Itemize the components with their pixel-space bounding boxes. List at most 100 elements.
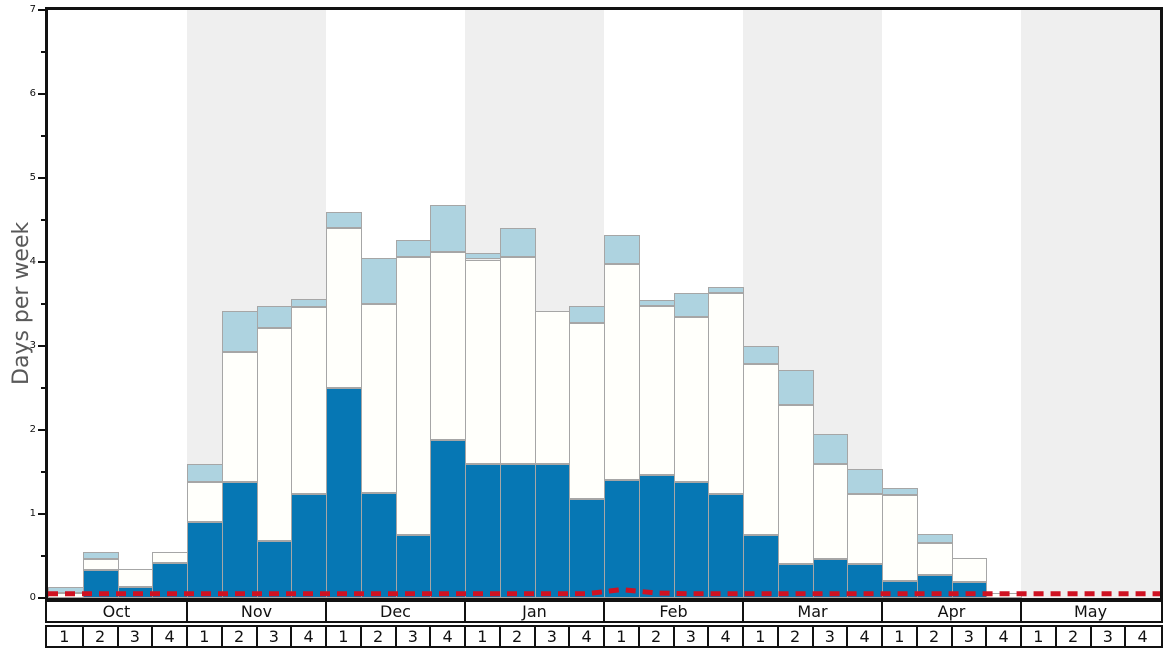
- week-label-mar-4: 4: [846, 627, 881, 646]
- week-label-nov-4: 4: [290, 627, 325, 646]
- y-tick-mark-6: [38, 93, 45, 95]
- y-minor-tick-6½: [41, 51, 45, 53]
- week-label-may-3: 3: [1089, 627, 1125, 646]
- bar-feb-w1-light-blue-segment: [604, 235, 640, 264]
- bar-feb-w2-dark-blue-segment: [638, 475, 675, 598]
- bar-apr-w1-light-blue-segment: [882, 487, 918, 495]
- week-label-jan-4: 4: [568, 627, 603, 646]
- plot-area: [48, 10, 1160, 598]
- y-tick-label-6: 6: [29, 88, 36, 99]
- y-tick-label-1: 1: [29, 508, 36, 519]
- bar-mar-w3-white-segment: [812, 463, 849, 559]
- week-label-mar-2: 2: [776, 627, 812, 646]
- bar-dec-w3-dark-blue-segment: [395, 535, 432, 598]
- month-label-nov: Nov: [186, 602, 325, 621]
- bar-jan-w2-light-blue-segment: [499, 228, 536, 257]
- y-minor-tick-4½: [41, 219, 45, 221]
- week-label-may-4: 4: [1124, 627, 1159, 646]
- y-tick-label-5: 5: [29, 172, 36, 183]
- month-label-feb: Feb: [603, 602, 742, 621]
- bar-mar-w1-light-blue-segment: [743, 346, 779, 365]
- week-label-nov-3: 3: [255, 627, 291, 646]
- week-label-dec-2: 2: [359, 627, 395, 646]
- bar-mar-w3-light-blue-segment: [812, 434, 849, 464]
- bar-mar-w2-light-blue-segment: [777, 369, 814, 405]
- bar-apr-w3-dark-blue-segment: [951, 582, 988, 598]
- week-label-apr-3: 3: [950, 627, 986, 646]
- month-axis-row: Oct Nov Dec Jan Feb Mar Apr May: [45, 600, 1163, 623]
- y-tick-mark-5: [38, 177, 45, 179]
- bar-feb-w4-dark-blue-segment: [708, 493, 744, 598]
- y-minor-tick-1½: [41, 471, 45, 473]
- y-tick-label-4: 4: [29, 256, 36, 267]
- week-label-mar-3: 3: [811, 627, 847, 646]
- week-label-jan-2: 2: [498, 627, 534, 646]
- week-label-feb-2: 2: [637, 627, 673, 646]
- bar-apr-w2-light-blue-segment: [916, 534, 953, 544]
- month-label-mar: Mar: [742, 602, 881, 621]
- bar-dec-w4-white-segment: [430, 251, 466, 441]
- y-minor-tick-5½: [41, 135, 45, 137]
- y-minor-tick-3½: [41, 303, 45, 305]
- week-label-dec-3: 3: [394, 627, 430, 646]
- week-label-may-2: 2: [1054, 627, 1090, 646]
- week-label-may-1: 1: [1020, 627, 1055, 646]
- bar-dec-w1-light-blue-segment: [326, 211, 362, 229]
- bar-mar-w2-white-segment: [777, 404, 814, 565]
- week-label-nov-1: 1: [186, 627, 221, 646]
- bar-nov-w1-dark-blue-segment: [187, 522, 223, 598]
- bar-feb-w4-light-blue-segment: [708, 287, 744, 294]
- week-label-feb-1: 1: [603, 627, 638, 646]
- y-minor-tick-0½: [41, 555, 45, 557]
- bar-jan-w2-white-segment: [499, 256, 536, 464]
- bar-nov-w2-light-blue-segment: [221, 310, 258, 352]
- y-axis-label: Days per week: [9, 221, 34, 385]
- y-tick-label-3: 3: [29, 340, 36, 351]
- week-label-oct-2: 2: [81, 627, 117, 646]
- bar-apr-w3-white-segment: [951, 557, 988, 583]
- y-tick-mark-2: [38, 429, 45, 431]
- month-label-may: May: [1020, 602, 1159, 621]
- month-label-dec: Dec: [325, 602, 464, 621]
- week-label-dec-1: 1: [325, 627, 360, 646]
- bar-nov-w3-white-segment: [256, 328, 293, 541]
- bar-dec-w4-light-blue-segment: [430, 204, 466, 252]
- bar-dec-w4-dark-blue-segment: [430, 440, 466, 598]
- y-tick-mark-1: [38, 513, 45, 515]
- y-minor-tick-2½: [41, 387, 45, 389]
- y-tick-label-0: 0: [29, 592, 36, 603]
- bar-feb-w2-white-segment: [638, 305, 675, 476]
- shaded-band-may: [1021, 10, 1160, 598]
- week-label-mar-1: 1: [742, 627, 777, 646]
- bar-dec-w2-dark-blue-segment: [360, 493, 397, 598]
- bar-mar-w1-white-segment: [743, 364, 779, 535]
- week-label-oct-3: 3: [116, 627, 152, 646]
- week-label-feb-3: 3: [672, 627, 708, 646]
- week-label-apr-2: 2: [915, 627, 951, 646]
- bar-oct-w2-light-blue-segment: [82, 551, 119, 559]
- month-label-jan: Jan: [464, 602, 603, 621]
- month-label-apr: Apr: [881, 602, 1020, 621]
- bar-feb-w3-white-segment: [673, 317, 710, 483]
- week-label-apr-1: 1: [881, 627, 916, 646]
- week-label-dec-4: 4: [429, 627, 464, 646]
- y-tick-label-2: 2: [29, 424, 36, 435]
- week-label-jan-3: 3: [533, 627, 569, 646]
- week-label-oct-4: 4: [151, 627, 186, 646]
- month-label-oct: Oct: [102, 602, 131, 621]
- bar-nov-w3-dark-blue-segment: [256, 540, 293, 598]
- y-tick-mark-4: [38, 261, 45, 263]
- y-tick-mark-0: [38, 597, 45, 599]
- bar-mar-w4-light-blue-segment: [847, 469, 883, 494]
- bar-feb-w1-dark-blue-segment: [604, 480, 640, 598]
- y-tick-label-7: 7: [29, 4, 36, 15]
- week-label-apr-4: 4: [985, 627, 1020, 646]
- bar-nov-w4-white-segment: [291, 306, 327, 494]
- week-label-feb-4: 4: [707, 627, 742, 646]
- y-tick-mark-7: [38, 9, 45, 11]
- week-label-nov-2: 2: [220, 627, 256, 646]
- bar-jan-w4-dark-blue-segment: [569, 498, 605, 598]
- week-label-oct-1: 1: [59, 627, 70, 646]
